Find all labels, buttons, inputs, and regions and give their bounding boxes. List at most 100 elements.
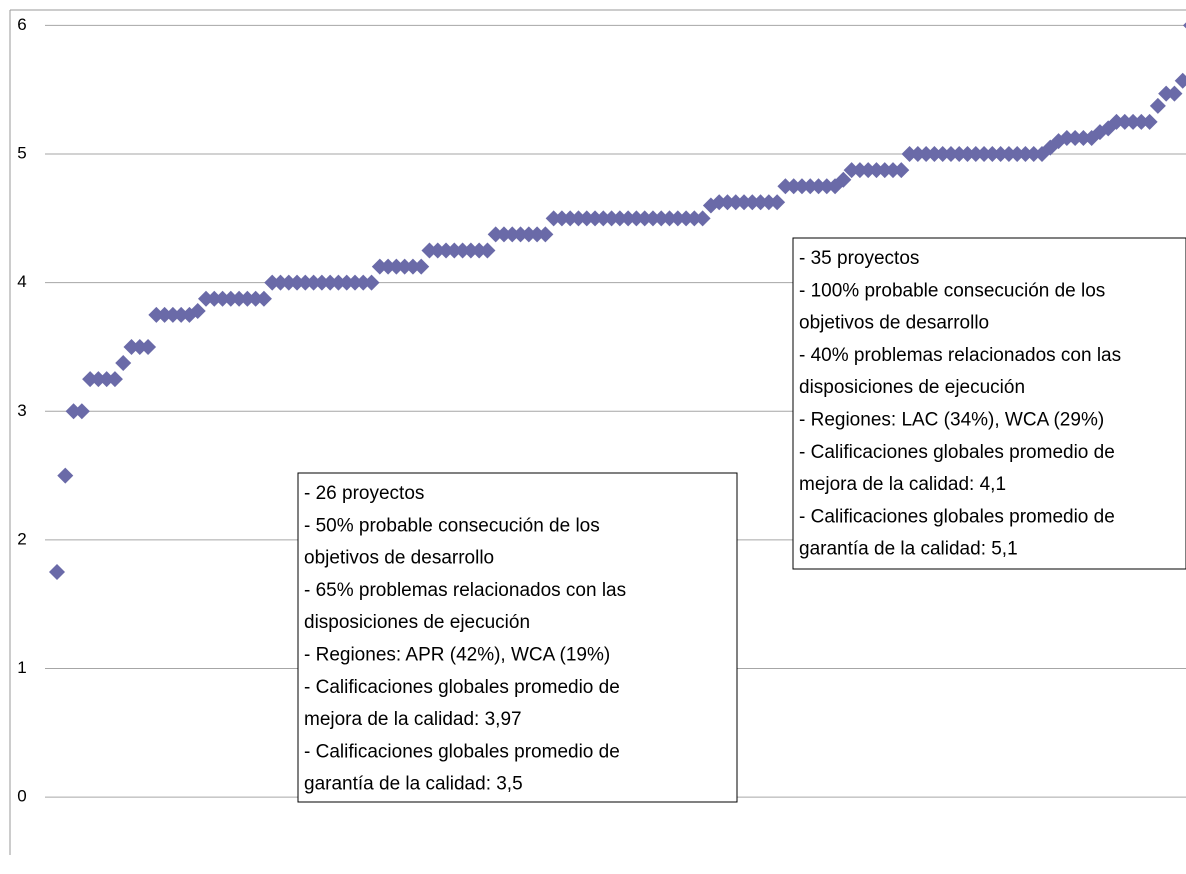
marker — [264, 274, 281, 291]
annotation-box — [297, 472, 738, 803]
marker — [636, 210, 653, 227]
annotation-line: garantía de la calidad: 3,5 — [304, 774, 523, 795]
marker — [189, 302, 206, 319]
annotation-line: objetivos de desarrollo — [799, 313, 989, 334]
marker — [1100, 120, 1117, 137]
marker — [620, 210, 637, 227]
marker — [926, 146, 943, 163]
annotation-line: objetivos de desarrollo — [304, 548, 494, 569]
marker — [65, 403, 82, 420]
marker — [1025, 146, 1042, 163]
marker — [338, 274, 355, 291]
marker — [810, 178, 827, 195]
marker — [545, 210, 562, 227]
annotation-line: - Calificaciones globales promedio de — [799, 506, 1115, 527]
marker — [578, 210, 595, 227]
marker — [909, 146, 926, 163]
marker — [396, 258, 413, 275]
marker — [1067, 129, 1084, 146]
annotation-line: - 40% problemas relacionados con las — [799, 345, 1121, 366]
marker — [736, 194, 753, 211]
annotation-line: - Calificaciones globales promedio de — [304, 677, 620, 698]
marker — [611, 210, 628, 227]
marker — [90, 371, 107, 388]
marker — [115, 355, 132, 372]
marker — [206, 290, 223, 307]
marker — [82, 371, 99, 388]
marker — [247, 290, 264, 307]
marker — [479, 242, 496, 259]
marker — [1058, 129, 1075, 146]
marker — [346, 274, 363, 291]
marker — [1149, 97, 1166, 114]
marker — [860, 162, 877, 179]
marker — [371, 258, 388, 275]
marker — [1116, 113, 1133, 130]
marker — [471, 242, 488, 259]
marker — [380, 258, 397, 275]
marker — [876, 162, 893, 179]
marker — [644, 210, 661, 227]
marker — [280, 274, 297, 291]
marker — [330, 274, 347, 291]
y-tick-label: 4 — [17, 272, 26, 291]
marker — [388, 258, 405, 275]
marker — [421, 242, 438, 259]
marker — [140, 338, 157, 355]
annotation-box — [792, 237, 1186, 570]
marker — [462, 242, 479, 259]
marker — [901, 146, 918, 163]
annotation-line: disposiciones de ejecución — [799, 377, 1025, 398]
marker — [1141, 113, 1158, 130]
marker — [404, 258, 421, 275]
marker — [446, 242, 463, 259]
marker — [1108, 113, 1125, 130]
marker — [719, 194, 736, 211]
marker — [694, 210, 711, 227]
annotation-line: - 35 proyectos — [799, 248, 919, 269]
marker — [156, 306, 173, 323]
marker — [173, 306, 190, 323]
marker — [1158, 85, 1175, 102]
marker — [255, 290, 272, 307]
marker — [587, 210, 604, 227]
marker — [1166, 85, 1183, 102]
y-tick-label: 5 — [17, 144, 26, 163]
marker — [197, 290, 214, 307]
marker — [942, 146, 959, 163]
marker — [98, 371, 115, 388]
marker — [918, 146, 935, 163]
y-tick-label: 3 — [17, 401, 26, 420]
marker — [711, 194, 728, 211]
marker — [164, 306, 181, 323]
marker — [843, 162, 860, 179]
annotation-line: mejora de la calidad: 4,1 — [799, 474, 1006, 495]
marker — [760, 194, 777, 211]
marker — [289, 274, 306, 291]
marker — [214, 290, 231, 307]
marker — [1125, 113, 1142, 130]
marker — [893, 162, 910, 179]
marker — [487, 226, 504, 243]
marker — [363, 274, 380, 291]
marker — [297, 274, 314, 291]
marker — [429, 242, 446, 259]
marker — [818, 178, 835, 195]
marker — [131, 338, 148, 355]
annotation-line: - Regiones: APR (42%), WCA (19%) — [304, 645, 610, 666]
annotation-line: disposiciones de ejecución — [304, 612, 530, 633]
marker — [959, 146, 976, 163]
annotation-line: mejora de la calidad: 3,97 — [304, 709, 522, 730]
annotation-line: - Calificaciones globales promedio de — [304, 741, 620, 762]
marker — [231, 290, 248, 307]
marker — [413, 258, 430, 275]
marker — [868, 162, 885, 179]
marker — [313, 274, 330, 291]
y-tick-label: 0 — [17, 787, 26, 806]
marker — [1017, 146, 1034, 163]
marker — [495, 226, 512, 243]
annotation-line: - 100% probable consecución de los — [799, 280, 1105, 301]
marker — [1133, 113, 1150, 130]
marker — [628, 210, 645, 227]
marker — [777, 178, 794, 195]
